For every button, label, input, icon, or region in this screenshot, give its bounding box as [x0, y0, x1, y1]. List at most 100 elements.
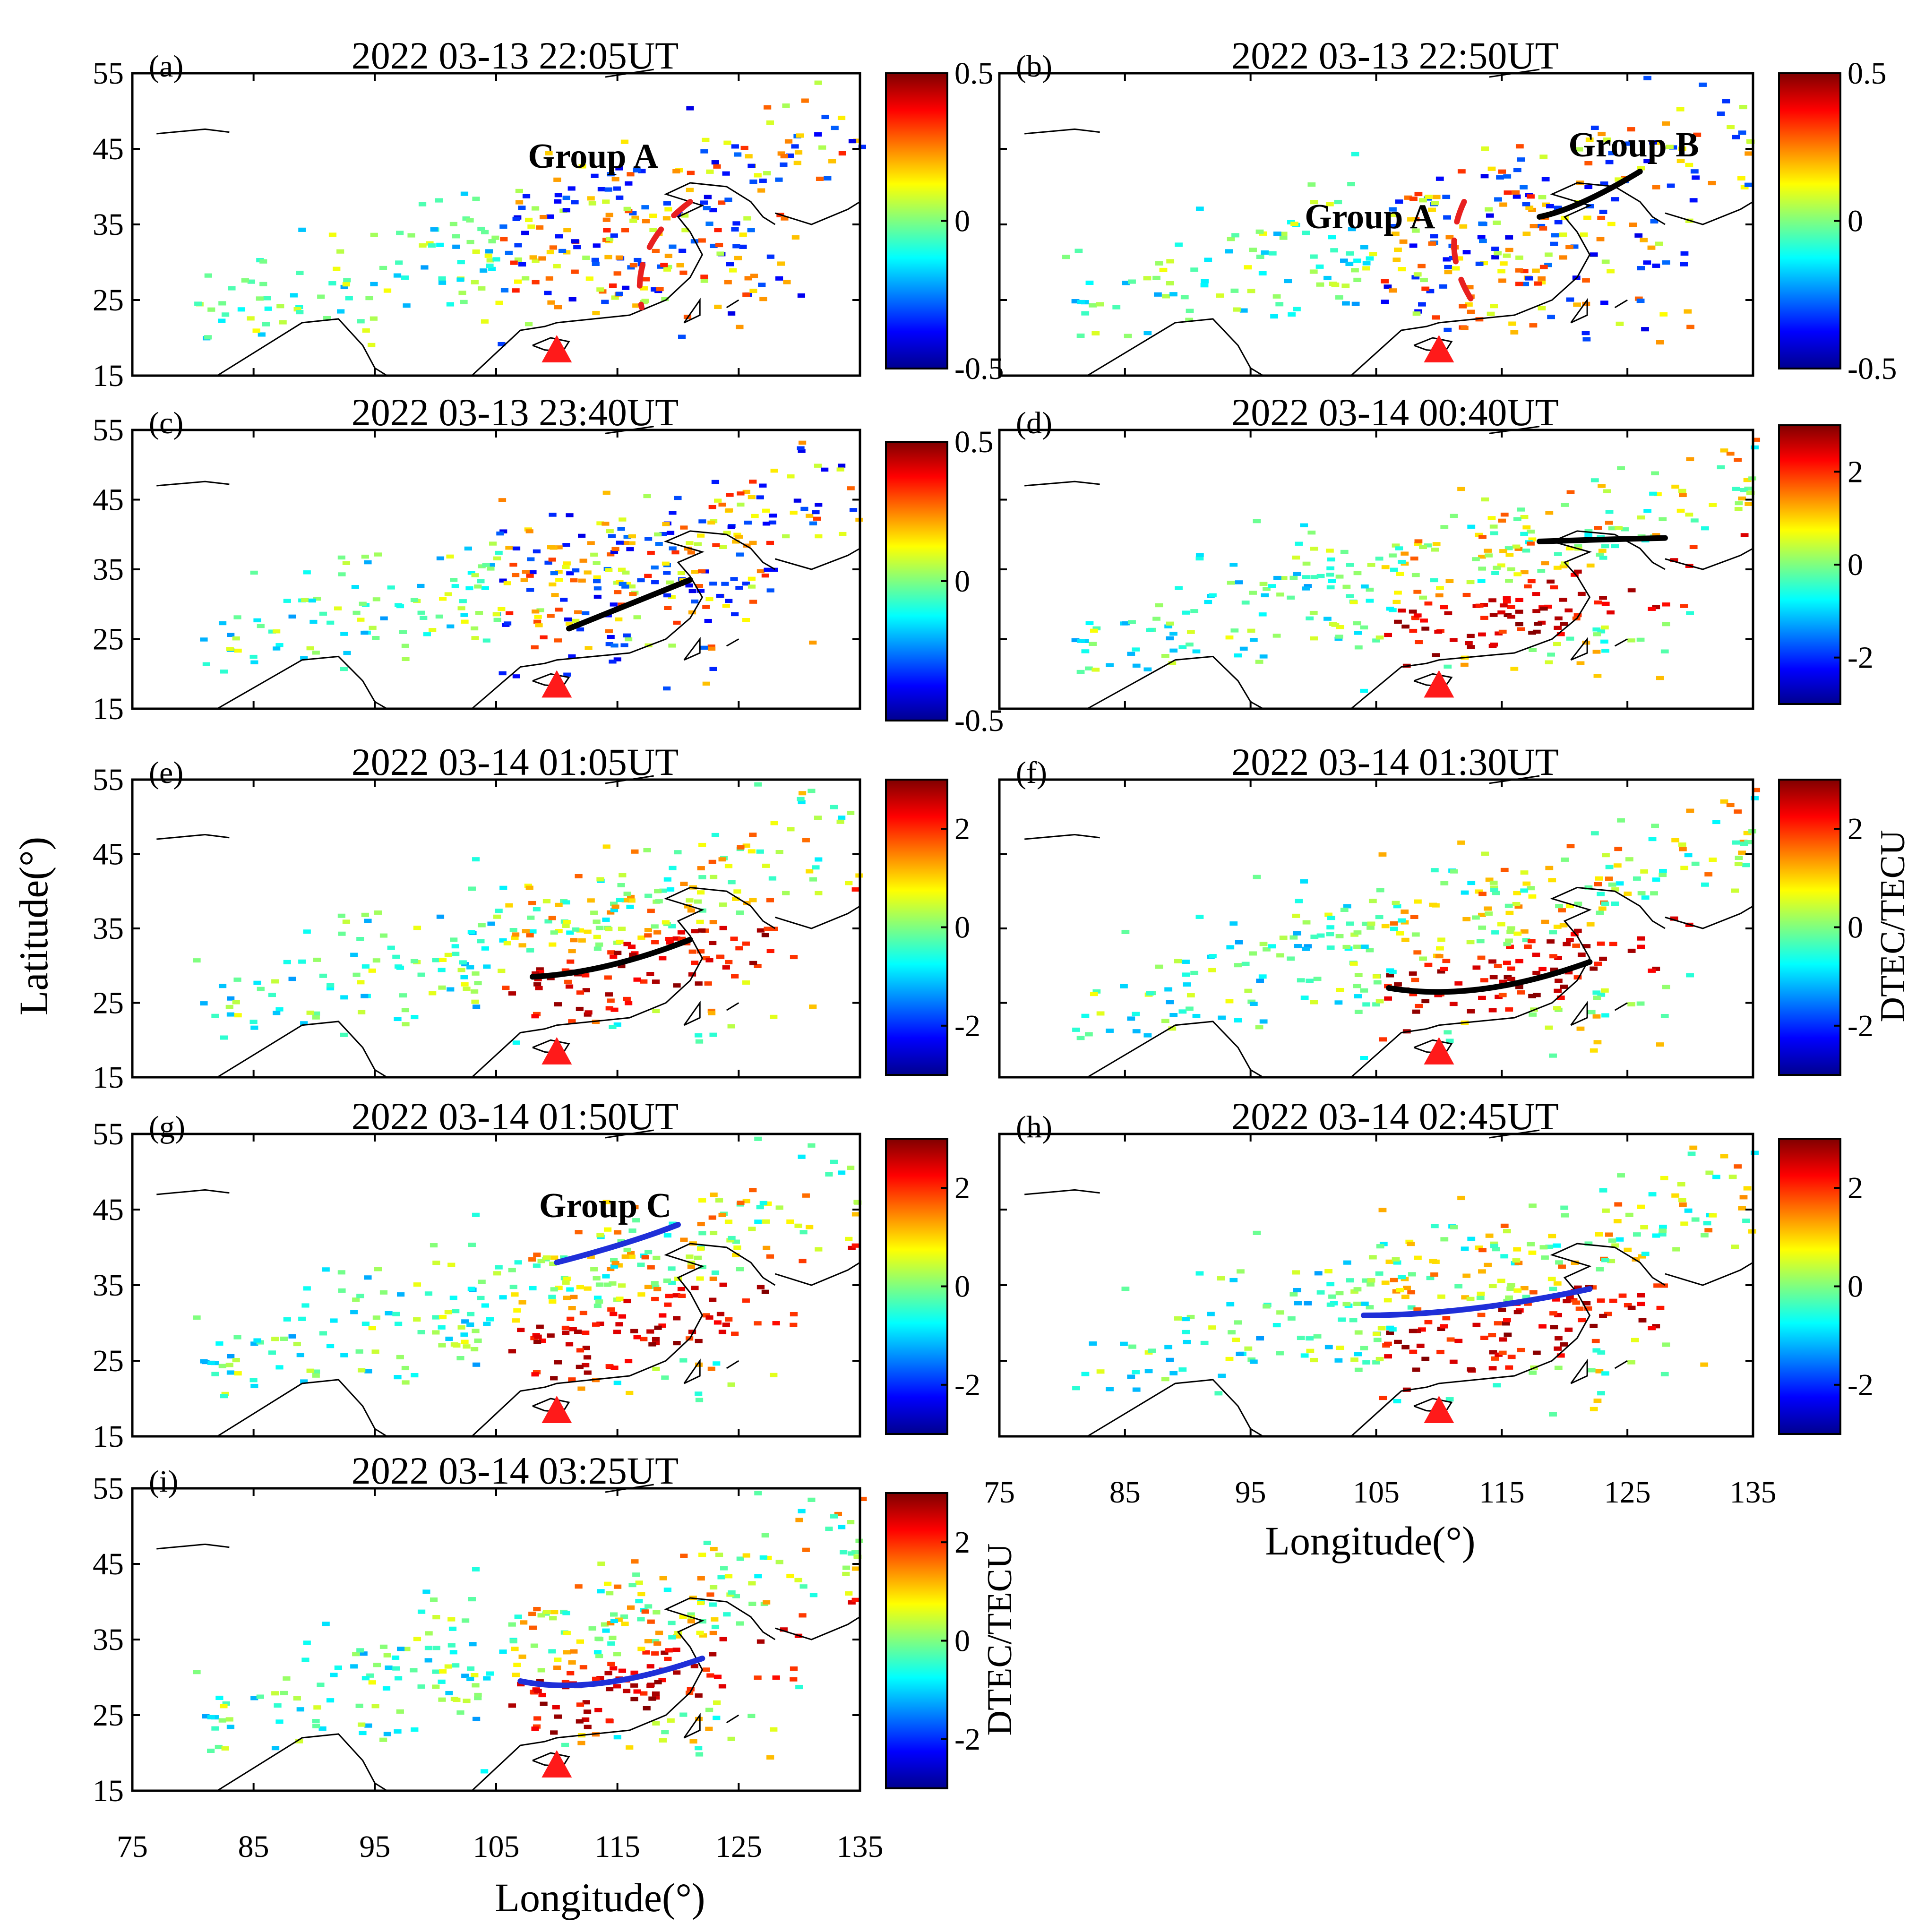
dtec-cell: [775, 850, 783, 855]
dtec-cell: [1544, 604, 1552, 609]
dtec-cell: [566, 513, 574, 517]
dtec-cell: [1392, 600, 1401, 604]
dtec-cell: [1442, 194, 1451, 199]
dtec-cell: [588, 201, 596, 206]
dtec-cell: [1654, 492, 1662, 497]
dtec-cell: [1353, 277, 1362, 283]
dtec-cell: [662, 522, 670, 526]
dtec-cell: [1384, 284, 1392, 289]
dtec-cell: [1272, 634, 1281, 638]
dtec-cell: [1186, 993, 1195, 998]
dtec-cell: [1529, 1203, 1537, 1208]
dtec-cell: [1326, 945, 1335, 950]
dtec-cell: [1503, 1318, 1511, 1322]
dtec-cell: [1565, 546, 1574, 550]
dtec-cell: [1637, 891, 1646, 896]
dtec-cell: [1709, 1213, 1717, 1218]
dtec-cell: [1660, 1372, 1669, 1377]
dtec-cell: [1587, 1368, 1596, 1373]
dtec-cell: [568, 1660, 576, 1665]
y-tick-label: 45: [93, 483, 124, 517]
dtec-cell: [550, 571, 558, 575]
dtec-cell: [438, 1669, 447, 1674]
dtec-cell: [1732, 135, 1740, 139]
dtec-cell: [576, 1719, 584, 1724]
dtec-cell: [474, 1696, 482, 1700]
dtec-cell: [687, 1619, 696, 1623]
dtec-cell: [1315, 264, 1324, 269]
dtec-cell: [1410, 556, 1418, 561]
dtec-cell: [1549, 954, 1557, 959]
dtec-cell: [457, 606, 465, 610]
dtec-cell: [467, 571, 475, 575]
dtec-cell: [1680, 1221, 1689, 1226]
dtec-cell: [615, 255, 624, 260]
dtec-cell: [853, 1200, 861, 1204]
dtec-cell: [1449, 1002, 1458, 1006]
dtec-cell: [596, 287, 604, 292]
dtec-cell: [1323, 617, 1332, 621]
dtec-cell: [562, 208, 570, 213]
dtec-cell: [438, 968, 446, 972]
dtec-cell: [563, 672, 571, 677]
dtec-cell: [566, 930, 574, 935]
colorbar-tick-label: -2: [1848, 641, 1873, 675]
dtec-cell: [766, 949, 774, 953]
dtec-cell: [492, 612, 500, 617]
dtec-cell: [1478, 1248, 1487, 1253]
dtec-cell: [1472, 557, 1480, 561]
dtec-cell: [1350, 1289, 1358, 1294]
dtec-cell: [607, 1661, 615, 1666]
dtec-cell: [402, 1022, 410, 1027]
dtec-cell: [1398, 918, 1406, 923]
dtec-cell: [1436, 586, 1444, 590]
dtec-cell: [498, 969, 506, 973]
dtec-cell: [1597, 1391, 1605, 1396]
dtec-cell: [508, 1268, 516, 1272]
dtec-cell: [605, 1364, 613, 1369]
dtec-cell: [709, 875, 718, 879]
dtec-cell: [623, 582, 631, 586]
dtec-cell: [651, 287, 659, 292]
dtec-cell: [473, 1005, 481, 1009]
dtec-cell: [399, 630, 407, 634]
dtec-cell: [1575, 1306, 1584, 1311]
y-tick-label: 25: [93, 986, 124, 1021]
dtec-cell: [1437, 969, 1445, 974]
dtec-cell: [615, 1322, 623, 1327]
dtec-cell: [707, 1008, 715, 1013]
dtec-cell: [1413, 590, 1422, 594]
dtec-cell: [842, 1571, 850, 1576]
coastline-segment: [1350, 1243, 1666, 1437]
dtec-cell: [396, 1292, 405, 1297]
dtec-cell: [1600, 988, 1609, 993]
dtec-cell: [481, 319, 489, 324]
dtec-cell: [702, 605, 710, 609]
panel-label: (a): [149, 49, 183, 84]
dtec-cell: [193, 1670, 201, 1674]
dtec-cell: [1489, 1350, 1497, 1355]
dtec-cell: [548, 916, 556, 920]
dtec-cell: [527, 224, 535, 229]
dtec-cell: [1584, 1241, 1593, 1246]
dtec-cell: [446, 554, 454, 559]
dtec-cell: [1268, 251, 1277, 256]
dtec-cell: [1362, 1002, 1371, 1007]
dtec-cell: [1491, 930, 1499, 935]
coastline-segment: [1024, 1189, 1100, 1195]
dtec-cell: [352, 1652, 360, 1657]
dtec-cell: [661, 1650, 669, 1655]
dtec-cell: [625, 181, 633, 186]
dtec-cell: [576, 1639, 584, 1644]
dtec-cell: [544, 919, 552, 924]
dtec-cell: [1306, 1336, 1314, 1341]
dtec-cell: [834, 1511, 842, 1516]
dtec-cell: [1393, 904, 1401, 909]
dtec-cell: [772, 1321, 780, 1326]
dtec-cell: [1232, 1338, 1240, 1342]
dtec-cell: [365, 296, 373, 301]
dtec-cell: [1576, 1026, 1585, 1031]
dtec-cell: [1442, 959, 1451, 963]
dtec-cell: [848, 1600, 856, 1605]
dtec-cell: [1306, 1348, 1315, 1353]
